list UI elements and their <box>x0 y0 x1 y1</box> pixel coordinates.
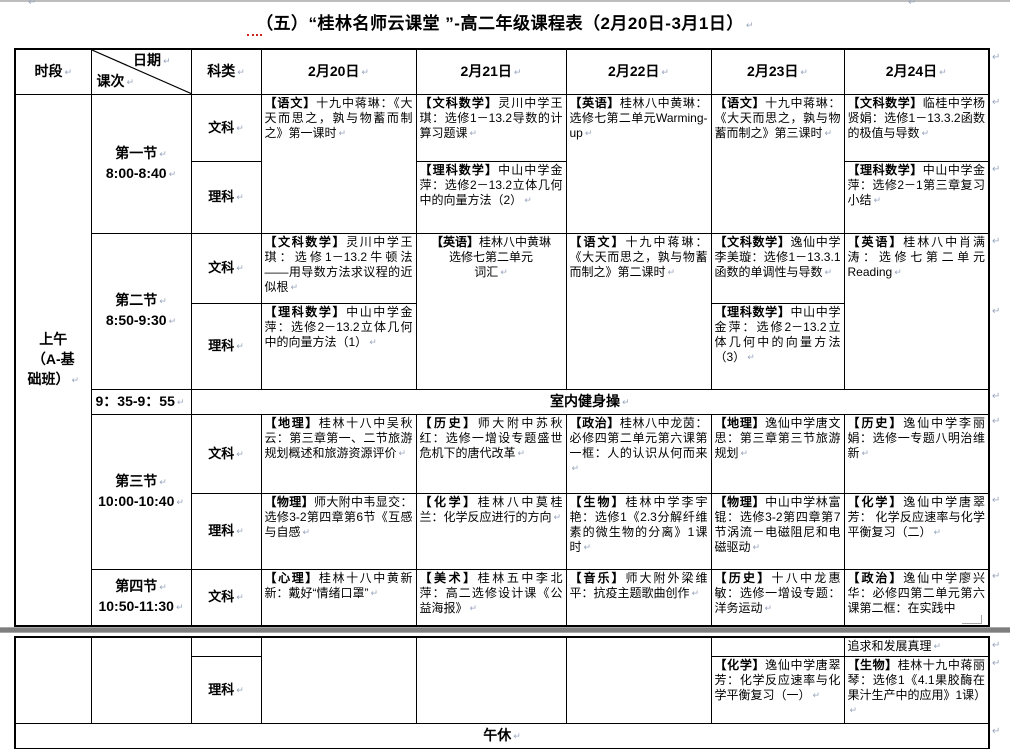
empty-cell <box>90 636 192 724</box>
header-day-feb23: 2月23日 <box>710 48 845 95</box>
category-science: 理科 <box>190 492 262 570</box>
category-arts: 文科 <box>190 413 262 494</box>
header-lesson-label: 课次 <box>97 73 135 90</box>
pilcrow-mark <box>908 0 916 8</box>
period-4-cell: 第四节 10:50-11:30 <box>90 568 192 627</box>
header-day-feb24: 2月24日 <box>843 48 990 95</box>
header-date-label: 日期 <box>133 53 171 69</box>
time-period-morning: 上午 （A-基 础班） <box>14 93 92 627</box>
course-p3-feb20-physics: 【物理】师大附中韦显交：选修3-2第四章第6节《互感与自感 <box>260 492 417 570</box>
header-date-lesson: 日期 课次 <box>90 48 192 95</box>
schedule-table-continued: 追求和发展真理 理科 【化学】逸仙中学唐翠芳：化学反应速率与化学平衡复习（一） … <box>14 636 990 749</box>
period-2-cell: 第二节 8:50-9:30 <box>90 232 192 390</box>
course-p2-feb23-science-math: 【理科数学】中山中学金萍：选修2－13.2立体几何中的向量方法（3） <box>710 302 845 390</box>
spellcheck-squiggle <box>247 33 262 36</box>
course-p3-feb20-geography: 【地理】桂林十八中吴秋云：第三章第一、二节旅游规划概述和旅游资源评价 <box>260 413 417 494</box>
course-p3-feb24-chemistry: 【化学】逸仙中学唐翠芳： 化学反应速率与化学平衡复习（二） <box>843 492 990 570</box>
course-p1-feb23-chinese: 【语文】十九中蒋琳：《大天而思之，孰与物蓄而制之》第三课时 <box>710 93 845 234</box>
course-p2-feb20-science-math: 【理科数学】中山中学金萍：选修2－13.2立体几何中的向量方法（1） <box>260 302 417 390</box>
pilcrow-mark <box>28 0 36 8</box>
pilcrow-mark <box>992 416 1000 427</box>
course-p3-feb21-history: 【历史】师大附中苏秋红：选修一增设专题盛世危机下的唐代改革 <box>415 413 567 494</box>
pilcrow-mark <box>992 391 1000 402</box>
header-day-feb21: 2月21日 <box>415 48 567 95</box>
period-3-cell: 第三节 10:00-10:40 <box>90 413 192 570</box>
empty-cell <box>260 636 417 724</box>
empty-cell <box>565 636 712 724</box>
course-p4-feb23-chemistry: 【化学】逸仙中学唐翠芳：化学反应速率与化学平衡复习（一） <box>710 655 845 724</box>
noon-break-cell: 午休 <box>14 722 990 749</box>
category-arts: 文科 <box>190 232 262 304</box>
course-p4-feb21-art: 【美术】桂林五中李北萍：高二选修设计课《公益海报》 <box>415 568 567 627</box>
page-top-edge <box>0 0 1010 2</box>
course-p2-feb20-arts-math: 【文科数学】灵川中学王琪：选修1－13.2牛顿法——用导数方法求议程的近似根 <box>260 232 417 304</box>
page1-margin-corner <box>962 615 982 624</box>
course-p3-feb21-chemistry: 【化学】桂林八中莫桂兰：化学反应进行的方向 <box>415 492 567 570</box>
pilcrow-mark <box>992 306 1000 317</box>
pilcrow-mark <box>992 571 1000 582</box>
header-day-feb20: 2月20日 <box>260 48 417 95</box>
pilcrow-mark <box>992 658 1000 669</box>
course-p1-feb20-chinese: 【语文】十九中蒋琳：《大天而思之，孰与物蓄而制之》第一课时 <box>260 93 417 234</box>
course-p4-feb24-biology: 【生物】桂林十九中蒋丽琴：选修1《4.1果胶酶在果汁生产中的应用》1课） <box>843 655 990 724</box>
diagonal-divider <box>92 50 190 93</box>
course-p2-feb23-arts-math: 【文科数学】逸仙中学李美璇：选修1－13.3.1函数的单调性与导数 <box>710 232 845 304</box>
empty-cell <box>14 636 92 724</box>
course-p4-feb23-history: 【历史】十八中龙惠敏：选修一增设专题：洋务运动 <box>710 568 845 627</box>
course-p3-feb24-history: 【历史】逸仙中学李丽娟：选修一专题八明治维新 <box>843 413 990 494</box>
pilcrow-mark <box>992 640 1000 651</box>
empty-cell <box>190 636 262 657</box>
header-category: 科类 <box>190 48 262 95</box>
pilcrow-mark <box>992 236 1000 247</box>
category-arts: 文科 <box>190 93 262 162</box>
course-p2-feb24-english: 【英语】桂林八中肖满涛：选修七第二单元Reading <box>843 232 990 390</box>
course-p1-feb24-science-math: 【理科数学】中山中学金萍：选修2－1第三章复习小结 <box>843 160 990 234</box>
period-1-cell: 第一节 8:00-8:40 <box>90 93 192 234</box>
course-p4-feb22-music: 【音乐】师大附外梁维平：抗疫主题歌曲创作 <box>565 568 712 627</box>
course-p4-feb24-politics: 【政治】逸仙中学廖兴华：必修四第二单元第六课第二框：在实践中 <box>843 568 990 627</box>
pilcrow-mark <box>992 52 1000 63</box>
category-science: 理科 <box>190 160 262 234</box>
pilcrow-mark <box>992 164 1000 175</box>
pilcrow-mark <box>992 97 1000 108</box>
course-p3-feb23-physics: 【物理】中山中学林富锟：选修3-2第四章第7节涡流－电磁阻尼和电磁驱动 <box>710 492 845 570</box>
course-p1-feb22-english: 【英语】桂林八中黄琳：选修七第二单元Warming-up <box>565 93 712 234</box>
course-p4-feb24-politics-continued: 追求和发展真理 <box>843 636 990 657</box>
page-title: （五）“桂林名师云课堂 ”-高二年级课程表（2月20日-3月1日） <box>0 9 1010 34</box>
header-day-feb22: 2月22日 <box>565 48 712 95</box>
course-p4-feb20-psychology: 【心理】桂林十八中黄新新：戴好“情绪口罩” <box>260 568 417 627</box>
schedule-table: 时段 日期 课次 科类 2月20日 2月21日 2月22日 2月23日 2月24… <box>14 48 990 627</box>
gym-break-time: 9：35-9：55 <box>90 388 192 415</box>
course-p2-feb21-english: 【英语】桂林八中黄琳 选修七第二单元 词汇 <box>415 232 567 390</box>
category-arts: 文科 <box>190 568 262 627</box>
course-p3-feb22-biology: 【生物】桂林中学李宇艳：选修1《2.3分解纤维素的微生物的分离》1课时 <box>565 492 712 570</box>
category-science: 理科 <box>190 302 262 390</box>
course-p3-feb23-geography: 【地理】逸仙中学唐文思：第三章第三节旅游规划 <box>710 413 845 494</box>
course-p2-feb22-chinese: 【语文】十九中蒋琳：《大天而思之，孰与物蓄而制之》第二课时 <box>565 232 712 390</box>
course-p1-feb21-arts-math: 【文科数学】灵川中学王琪：选修1－13.2导数的计算习题课 <box>415 93 567 162</box>
course-p3-feb22-politics: 【政治】桂林八中龙茵：必修四第二单元第六课第一框：人的认识从何而来 <box>565 413 712 494</box>
empty-cell <box>415 636 567 724</box>
pilcrow-mark <box>992 726 1000 737</box>
course-p1-feb24-arts-math: 【文科数学】临桂中学杨贤娟：选修1－13.3.2函数的极值与导数 <box>843 93 990 162</box>
empty-cell <box>710 636 845 657</box>
category-science: 理科 <box>190 655 262 724</box>
course-p1-feb21-science-math: 【理科数学】中山中学金萍：选修2－13.2立体几何中的向量方法（2） <box>415 160 567 234</box>
gym-break-activity: 室内健身操 <box>190 388 990 415</box>
header-time-period: 时段 <box>14 48 92 95</box>
pilcrow-mark <box>992 495 1000 506</box>
page-break-band <box>0 627 1010 633</box>
